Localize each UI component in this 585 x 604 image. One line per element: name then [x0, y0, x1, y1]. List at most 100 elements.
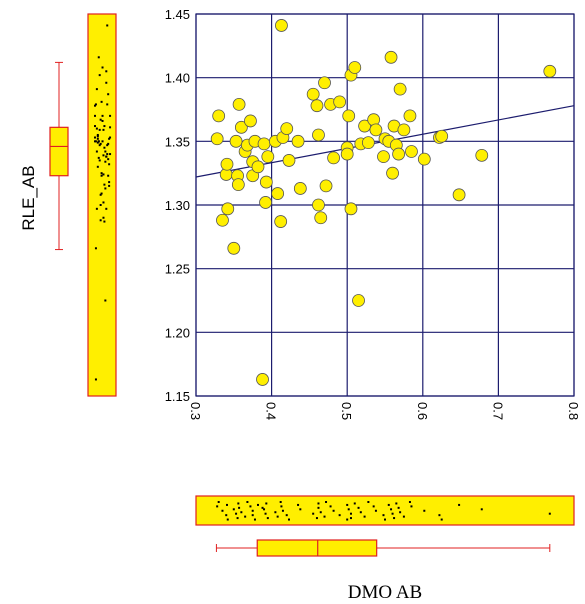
data-point: [392, 147, 406, 161]
x-marginal-plots: [195, 495, 575, 557]
data-point: [342, 109, 356, 123]
y-strip-dot: [94, 378, 97, 381]
y-strip-dot: [109, 153, 112, 156]
x-strip-dot: [216, 505, 219, 508]
x-strip-dot: [274, 511, 277, 514]
x-strip-dot: [266, 517, 269, 520]
data-point: [348, 61, 362, 74]
y-tick-label: 1.20: [165, 325, 190, 340]
y-strip-dot: [103, 220, 106, 223]
data-point: [417, 152, 431, 166]
data-point: [312, 198, 325, 212]
y-strip-dot: [99, 142, 102, 145]
x-strip-dot: [391, 512, 394, 515]
y-strip-dot: [106, 153, 109, 156]
x-strip-dot: [382, 514, 385, 517]
x-strip-dot: [423, 509, 426, 512]
y-strip-dot: [106, 24, 109, 27]
x-strip-dot: [458, 503, 461, 506]
y-tick-label: 1.15: [165, 389, 190, 404]
data-point: [257, 137, 271, 151]
y-strip-dot: [107, 142, 110, 145]
y-tick-label: 1.30: [165, 198, 190, 213]
x-strip-dot: [251, 514, 254, 517]
x-strip-dot: [325, 501, 328, 503]
data-point: [234, 120, 248, 134]
data-point: [318, 76, 331, 90]
x-strip-dot: [225, 503, 228, 506]
x-strip-dot: [349, 517, 352, 520]
y-strip-dot: [105, 207, 108, 210]
x-strip-dot: [225, 514, 228, 517]
y-strip-dot: [100, 174, 103, 177]
data-point: [227, 241, 241, 255]
x-strip-dot: [217, 501, 220, 503]
x-strip-dot: [249, 505, 252, 508]
x-strip-dot: [263, 508, 266, 511]
x-strip-dot: [246, 501, 249, 503]
data-point: [314, 211, 328, 225]
y-strip-dot: [98, 159, 101, 162]
y-strip-dot: [96, 141, 99, 144]
x-strip-dot: [395, 502, 398, 505]
data-point: [282, 154, 296, 167]
y-strip-dot: [101, 119, 104, 122]
x-strip-dot: [387, 503, 390, 506]
y-strip-dot: [104, 187, 107, 190]
y-strip-dot: [99, 193, 102, 196]
data-point: [293, 182, 307, 195]
data-point: [306, 87, 320, 101]
y-strip-dot: [96, 135, 99, 138]
x-tick-label: 0.4: [264, 402, 279, 420]
y-strip-dot: [108, 163, 111, 166]
x-strip-dot: [280, 505, 283, 508]
x-strip-dot: [240, 511, 243, 514]
x-strip-dot: [332, 509, 335, 512]
x-strip-dot: [256, 503, 259, 506]
y-strip-dot: [98, 128, 101, 131]
y-strip-dot: [104, 160, 107, 163]
x-strip-dot: [317, 502, 320, 505]
y-strip-dot: [94, 136, 96, 139]
x-strip-dot: [357, 506, 360, 509]
x-strip-dot: [440, 518, 443, 521]
x-tick-labels: 0.3 0.4 0.5 0.6 0.7 0.8: [188, 402, 581, 420]
x-strip-dot: [221, 509, 224, 512]
y-strip-dot: [102, 216, 105, 219]
x-strip-dot: [367, 501, 370, 503]
y-strip-dot: [94, 104, 96, 107]
data-point: [220, 157, 234, 171]
y-strip-dot: [94, 114, 96, 117]
y-strip-dot: [107, 158, 110, 161]
y-tick-label: 1.45: [165, 7, 190, 22]
y-strip-dot: [99, 219, 102, 222]
x-strip-dot: [393, 517, 396, 520]
y-strip-dot: [96, 165, 99, 168]
x-strip-dot: [408, 501, 411, 503]
x-strip-dot: [410, 505, 413, 508]
y-strip-dot: [109, 136, 112, 139]
data-point: [221, 202, 235, 216]
x-tick-label: 0.8: [566, 402, 581, 420]
y-strip-dot: [102, 128, 105, 131]
y-strip-dot: [99, 118, 102, 121]
y-tick-label: 1.40: [165, 71, 190, 86]
data-point: [210, 132, 224, 146]
x-tick-label: 0.7: [490, 402, 505, 420]
data-point: [256, 373, 269, 386]
x-strip-dot: [276, 515, 279, 518]
y-strip-dot: [96, 133, 99, 136]
x-strip-dot: [353, 502, 356, 505]
y-marginal-plots: [49, 13, 117, 397]
x-strip-dot: [281, 509, 284, 512]
x-strip-dot: [372, 505, 375, 508]
x-strip-dot: [359, 511, 362, 514]
y-strip-dot: [104, 299, 107, 302]
x-strip-dot: [264, 512, 267, 515]
x-strip-dot: [363, 515, 366, 518]
y-strip-dot: [105, 70, 108, 73]
x-strip-dot: [251, 509, 254, 512]
y-strip-dot: [103, 183, 106, 186]
data-points: [210, 19, 557, 386]
x-strip-dot: [346, 518, 349, 521]
